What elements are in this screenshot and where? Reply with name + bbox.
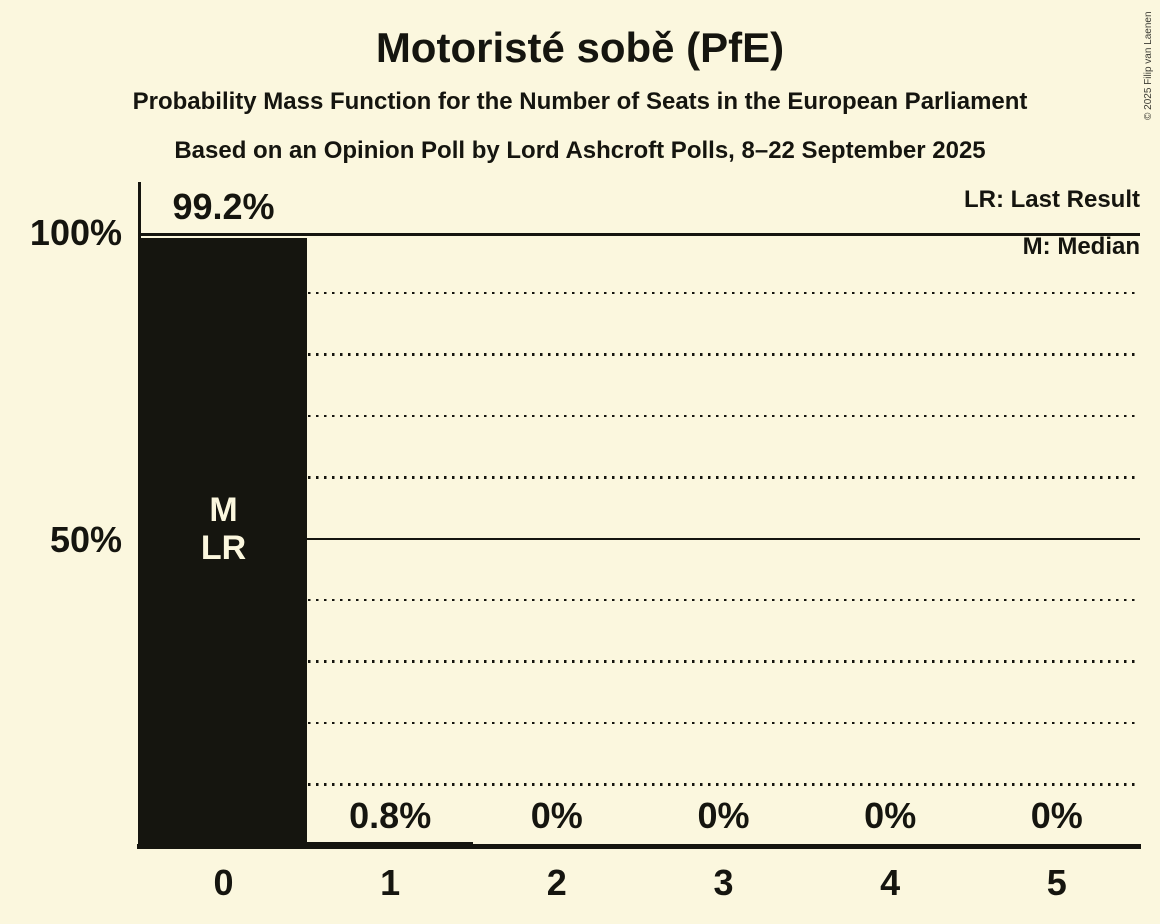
xtick-label-1: 1 — [380, 862, 401, 903]
value-label-1: 0.8% — [349, 795, 432, 836]
bar-seats-0 — [140, 237, 307, 847]
gridline-30 — [140, 660, 1140, 663]
xtick-label-4: 4 — [880, 862, 901, 903]
value-label-2: 0% — [530, 795, 583, 836]
gridline-100 — [140, 233, 1140, 236]
last-result-marker: LR — [200, 529, 247, 567]
value-label-5: 0% — [1030, 795, 1083, 836]
gridline-10 — [140, 783, 1140, 786]
value-label-0: 99.2% — [172, 186, 275, 227]
chart-subtitle: Probability Mass Function for the Number… — [132, 88, 1028, 115]
y-axis-line — [138, 182, 141, 848]
median-marker: M — [209, 491, 238, 529]
xtick-label-3: 3 — [713, 862, 734, 903]
ytick-label-100: 100% — [29, 212, 122, 253]
gridline-70 — [140, 414, 1140, 418]
gridline-90 — [140, 291, 1140, 295]
value-label-4: 0% — [864, 795, 917, 836]
bar-marker-labels: M LR — [140, 491, 307, 567]
ytick-label-50: 50% — [49, 519, 122, 560]
legend-median: M: Median — [1022, 233, 1140, 260]
chart-title: Motoristé sobě (PfE) — [375, 24, 785, 71]
xtick-label-5: 5 — [1046, 862, 1067, 903]
gridline-50 — [140, 537, 1140, 540]
value-label-3: 0% — [697, 795, 750, 836]
legend-last-result: LR: Last Result — [963, 186, 1140, 213]
gridline-80 — [140, 353, 1140, 356]
xtick-label-2: 2 — [546, 862, 567, 903]
x-axis-line — [137, 844, 1141, 849]
gridline-60 — [140, 476, 1140, 479]
chart-poll-source: Based on an Opinion Poll by Lord Ashcrof… — [174, 137, 986, 164]
copyright-notice: © 2025 Filip van Laenen — [1143, 11, 1154, 120]
plot-area — [140, 233, 1140, 847]
gridline-20 — [140, 721, 1140, 725]
gridline-40 — [140, 598, 1140, 602]
xtick-label-0: 0 — [213, 862, 234, 903]
